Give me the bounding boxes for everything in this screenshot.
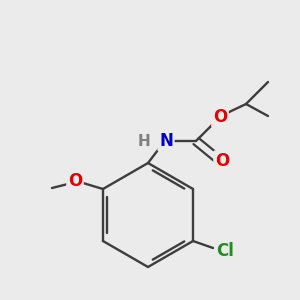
Text: O: O xyxy=(213,108,227,126)
Text: H: H xyxy=(138,134,150,148)
Text: O: O xyxy=(68,172,82,190)
Text: N: N xyxy=(159,132,173,150)
Text: O: O xyxy=(215,152,229,170)
Text: Cl: Cl xyxy=(216,242,234,260)
